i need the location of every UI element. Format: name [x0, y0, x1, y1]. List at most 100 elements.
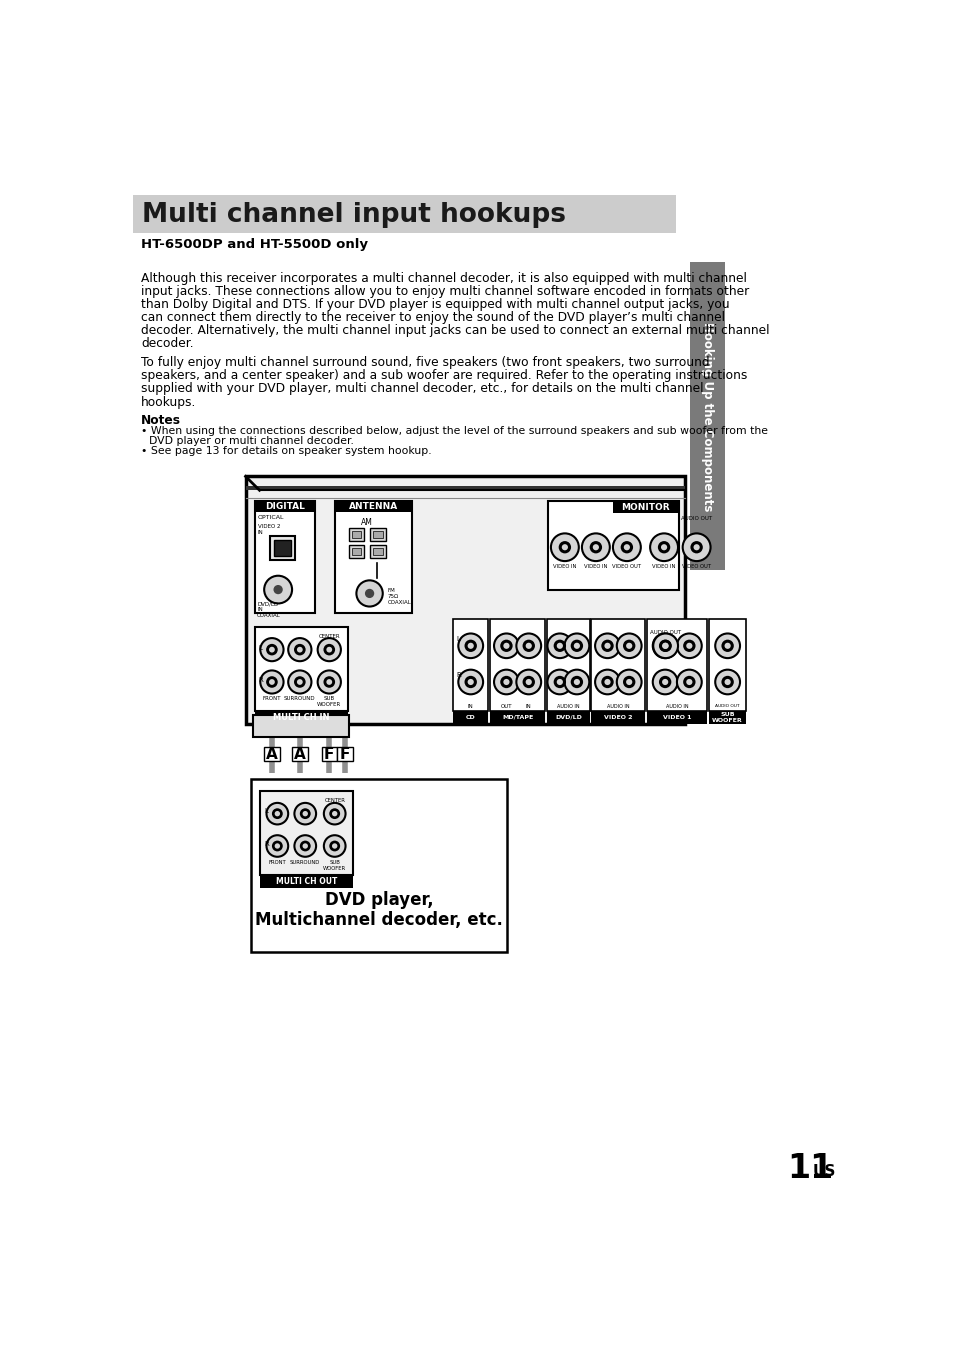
Circle shape [457, 669, 482, 695]
Circle shape [365, 589, 374, 598]
Circle shape [302, 844, 308, 849]
Circle shape [553, 639, 565, 652]
Text: supplied with your DVD player, multi channel decoder, etc., for details on the m: supplied with your DVD player, multi cha… [141, 383, 702, 396]
Text: HT-6500DP and HT-5500D only: HT-6500DP and HT-5500D only [141, 238, 368, 250]
Circle shape [323, 836, 345, 857]
Bar [260, 791, 353, 875]
Text: L: L [264, 808, 268, 814]
Text: CD: CD [465, 715, 476, 719]
Bar [591, 619, 645, 711]
Circle shape [649, 534, 678, 561]
Circle shape [332, 811, 337, 817]
Circle shape [288, 638, 311, 661]
Bar [270, 535, 294, 560]
Text: Although this receiver incorporates a multi channel decoder, it is also equipped: Although this receiver incorporates a mu… [141, 272, 746, 284]
Circle shape [581, 534, 609, 561]
Circle shape [266, 803, 288, 825]
Circle shape [516, 634, 540, 658]
Bar [689, 262, 724, 571]
Bar [489, 711, 545, 723]
Circle shape [356, 580, 382, 607]
Circle shape [296, 646, 302, 653]
Circle shape [570, 639, 582, 652]
Bar [373, 548, 382, 554]
Text: AUDIO OUT: AUDIO OUT [715, 703, 740, 707]
Circle shape [595, 634, 619, 658]
Bar [453, 619, 488, 711]
Text: DVD/LD: DVD/LD [555, 715, 581, 719]
Text: MONITOR: MONITOR [621, 503, 669, 511]
Circle shape [720, 639, 733, 652]
Circle shape [467, 679, 474, 685]
Circle shape [264, 576, 292, 603]
Bar [348, 545, 364, 558]
Bar [264, 748, 279, 761]
Circle shape [323, 676, 335, 688]
Text: R: R [456, 672, 460, 679]
Text: VIDEO IN: VIDEO IN [583, 564, 607, 569]
Circle shape [653, 634, 678, 658]
Circle shape [677, 634, 701, 658]
Circle shape [260, 671, 283, 694]
Text: • When using the connections described below, adjust the level of the surround s: • When using the connections described b… [141, 426, 767, 437]
Circle shape [589, 541, 601, 553]
Text: R: R [258, 677, 263, 684]
Text: VIDEO OUT: VIDEO OUT [612, 564, 640, 569]
Text: VIDEO OUT: VIDEO OUT [681, 564, 710, 569]
Text: VIDEO 2: VIDEO 2 [603, 715, 632, 719]
Text: SUB
WOOFER: SUB WOOFER [712, 713, 742, 723]
Circle shape [494, 634, 518, 658]
Bar [321, 748, 336, 761]
Circle shape [564, 634, 589, 658]
Circle shape [516, 669, 540, 695]
Text: To fully enjoy multi channel surround sound, five speakers (two front speakers, : To fully enjoy multi channel surround so… [141, 357, 709, 369]
Circle shape [274, 811, 280, 817]
Text: A: A [294, 746, 305, 763]
Circle shape [659, 639, 671, 652]
Bar [292, 748, 307, 761]
Circle shape [294, 836, 315, 857]
Text: OPTICAL: OPTICAL [257, 515, 284, 521]
Text: hookups.: hookups. [141, 396, 196, 408]
Circle shape [494, 669, 518, 695]
Bar [254, 502, 315, 512]
Text: SURROUND: SURROUND [284, 696, 315, 700]
Text: • See page 13 for details on speaker system hookup.: • See page 13 for details on speaker sys… [141, 446, 431, 457]
Bar [708, 711, 745, 723]
Circle shape [693, 544, 699, 550]
Circle shape [659, 676, 671, 688]
Text: IN: IN [467, 703, 473, 708]
Bar [251, 779, 506, 952]
Circle shape [690, 541, 702, 553]
Circle shape [464, 676, 476, 688]
Text: CENTER: CENTER [324, 798, 345, 803]
Text: OUT: OUT [500, 703, 512, 708]
Text: AM: AM [361, 518, 373, 527]
Bar [708, 619, 745, 711]
Circle shape [323, 803, 345, 825]
Circle shape [600, 676, 613, 688]
Circle shape [682, 676, 695, 688]
Circle shape [299, 808, 311, 819]
Bar [260, 875, 353, 887]
Text: MULTI CH OUT: MULTI CH OUT [275, 877, 337, 886]
Text: FRONT: FRONT [262, 696, 281, 700]
Circle shape [299, 841, 311, 852]
Bar [133, 195, 675, 233]
Circle shape [547, 634, 572, 658]
Circle shape [266, 644, 277, 656]
Circle shape [323, 644, 335, 656]
Text: VIDEO 1: VIDEO 1 [662, 715, 691, 719]
Bar [348, 529, 364, 541]
Text: ANTENNA: ANTENNA [349, 502, 397, 511]
Text: 11: 11 [786, 1152, 833, 1184]
Circle shape [617, 634, 641, 658]
Circle shape [547, 669, 572, 695]
Circle shape [573, 642, 579, 649]
Circle shape [326, 679, 332, 685]
Circle shape [499, 676, 512, 688]
Circle shape [623, 544, 629, 550]
Text: decoder.: decoder. [141, 337, 193, 350]
Circle shape [294, 676, 305, 688]
Text: CENTER: CENTER [318, 634, 339, 639]
